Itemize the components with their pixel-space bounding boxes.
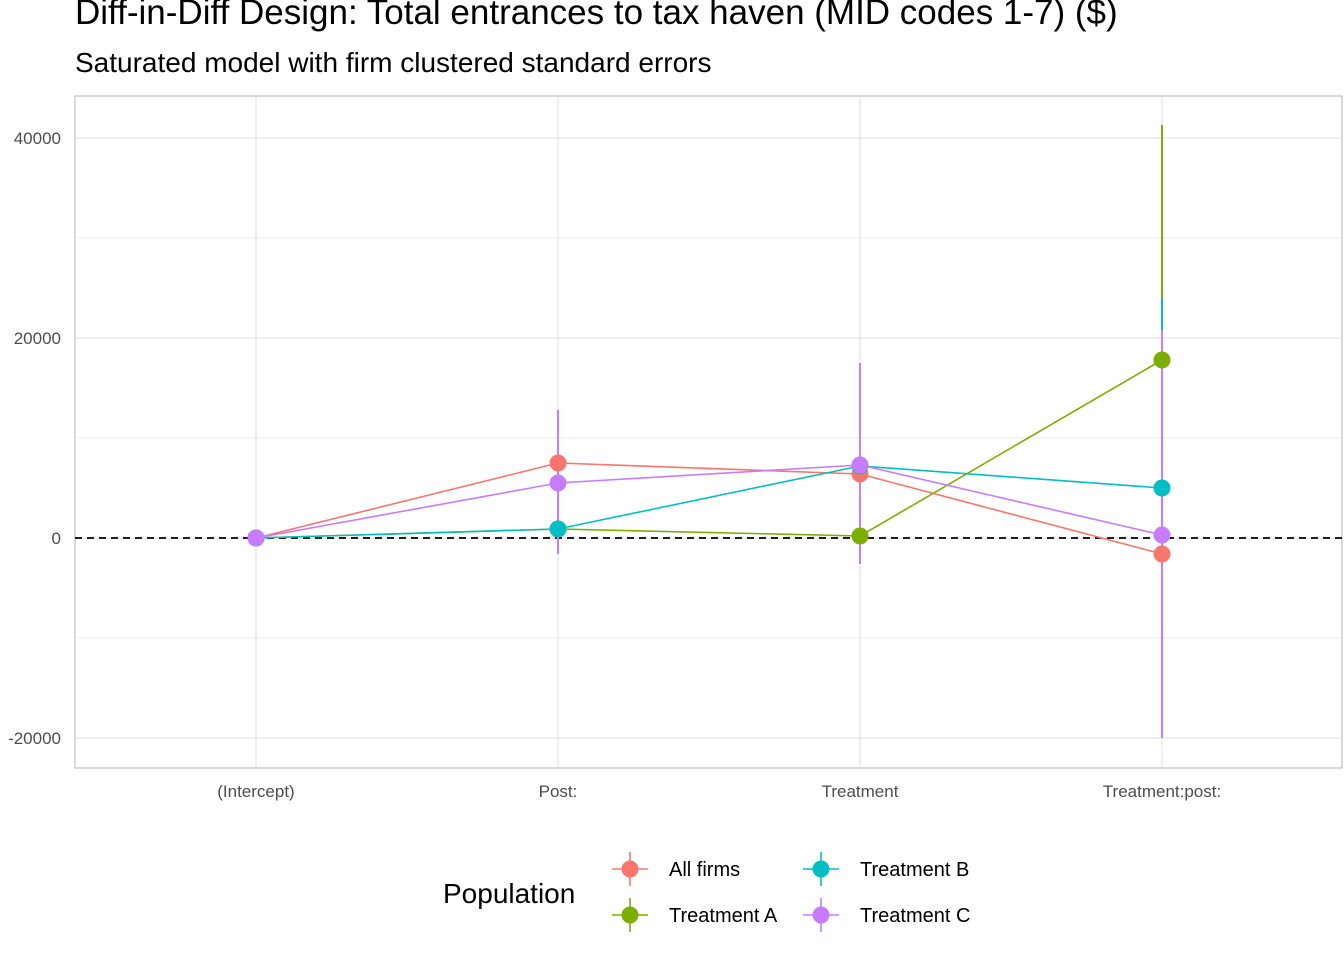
- legend-label: Treatment A: [669, 905, 778, 927]
- legend-label: All firms: [669, 859, 740, 881]
- y-tick-label: 20000: [14, 329, 61, 348]
- data-point: [549, 454, 567, 472]
- x-tick-label: Treatment: [822, 782, 899, 801]
- legend-key-point: [621, 906, 639, 924]
- legend-key-point: [621, 860, 639, 878]
- x-tick-label: Treatment:post:: [1103, 782, 1221, 801]
- chart-subtitle: Saturated model with firm clustered stan…: [75, 47, 712, 78]
- data-point: [549, 520, 567, 538]
- x-axis-ticks: (Intercept) Post: Treatment Treatment:post:: [217, 782, 1221, 801]
- plot-panel: [74, 95, 1343, 769]
- series-lines: [255, 359, 1163, 555]
- x-tick-label: Post:: [539, 782, 578, 801]
- legend-label: Treatment C: [860, 905, 970, 927]
- data-point: [1153, 351, 1171, 369]
- y-tick-label: 40000: [14, 129, 61, 148]
- chart-title: Diff-in-Diff Design: Total entrances to …: [75, 0, 1118, 32]
- y-axis-ticks: -20000 0 20000 40000: [8, 129, 61, 748]
- series-line: [255, 465, 1163, 539]
- legend-item: Treatment A: [612, 898, 778, 932]
- legend-item: Treatment C: [803, 898, 970, 932]
- series-line: [255, 464, 1163, 539]
- legend-key-point: [812, 860, 830, 878]
- data-point: [1153, 526, 1171, 544]
- legend-item: Treatment B: [803, 852, 969, 886]
- legend: Population All firms Treatment A Treatment…: [443, 852, 970, 932]
- data-point: [247, 529, 265, 547]
- legend-key-point: [812, 906, 830, 924]
- legend-item: All firms: [612, 852, 740, 886]
- y-tick-label: 0: [52, 529, 61, 548]
- data-point: [549, 474, 567, 492]
- data-point: [1153, 545, 1171, 563]
- x-tick-label: (Intercept): [217, 782, 294, 801]
- legend-label: Treatment B: [860, 859, 969, 881]
- series-line: [255, 462, 1163, 555]
- series-points: [247, 351, 1171, 563]
- data-point: [851, 456, 869, 474]
- y-tick-label: -20000: [8, 729, 61, 748]
- legend-title: Population: [443, 878, 575, 909]
- data-point: [851, 527, 869, 545]
- data-point: [1153, 479, 1171, 497]
